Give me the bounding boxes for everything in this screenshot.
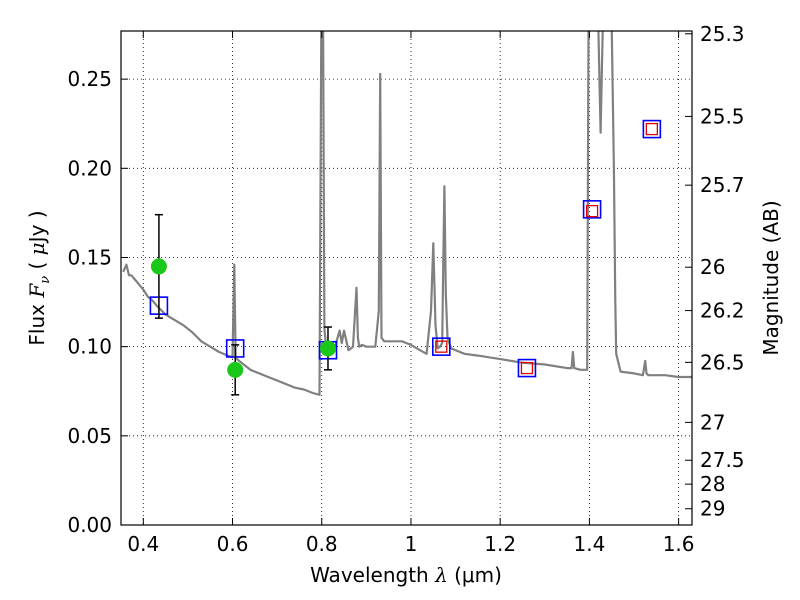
ir-measurement-point bbox=[435, 340, 448, 353]
x-tick-label: 0.8 bbox=[306, 532, 338, 556]
right-tick-label: 26.5 bbox=[700, 350, 745, 374]
y-tick-label: 0.10 bbox=[67, 335, 112, 359]
x-axis-label: Wavelength λ (μm) bbox=[310, 563, 502, 587]
y-tick-label: 0.25 bbox=[67, 67, 112, 91]
series-layer bbox=[122, 31, 692, 396]
right-tick-label: 25.7 bbox=[700, 173, 745, 197]
ir-measurement-point bbox=[520, 361, 534, 375]
right-tick-label: 27 bbox=[700, 410, 725, 434]
y-tick-label: 0.00 bbox=[67, 513, 112, 537]
model-photometry-point bbox=[517, 358, 537, 378]
observed-photometry-point bbox=[150, 258, 167, 275]
right-axis-label: Magnitude (AB) bbox=[759, 200, 783, 355]
observed-photometry-point bbox=[227, 361, 244, 378]
x-tick-label: 1.4 bbox=[573, 532, 605, 556]
model-photometry-point bbox=[642, 119, 662, 139]
x-tick-label: 1 bbox=[405, 532, 418, 556]
y-axis-label: Flux Fν ( μJy ) bbox=[25, 210, 53, 345]
x-tick-label: 1.6 bbox=[663, 532, 695, 556]
right-tick-label: 27.5 bbox=[700, 448, 745, 472]
right-tick-label: 29 bbox=[700, 497, 725, 521]
observed-photometry-point bbox=[319, 340, 336, 357]
ticks: 0.4 0.6 0.8 1 1.2 1.4 1.6 0.00 0.05 0.10 0.15 0.20 0… bbox=[67, 22, 744, 556]
x-tick-label: 0.6 bbox=[217, 532, 249, 556]
y-tick-label: 0.05 bbox=[67, 424, 112, 448]
x-tick-label: 1.2 bbox=[484, 532, 516, 556]
plot-frame bbox=[120, 30, 693, 526]
right-tick-label: 25.5 bbox=[700, 104, 745, 128]
y-tick-label: 0.20 bbox=[67, 156, 112, 180]
ir-measurement-point bbox=[645, 122, 659, 136]
right-tick-label: 26 bbox=[700, 255, 725, 279]
ir-measurement-point bbox=[585, 204, 599, 218]
sed-model-line bbox=[122, 31, 692, 396]
model-photometry-point bbox=[431, 337, 451, 356]
right-tick-label: 28 bbox=[700, 472, 725, 496]
right-tick-label: 26.2 bbox=[700, 299, 745, 323]
x-tick-label: 0.4 bbox=[127, 532, 159, 556]
right-tick-label: 25.3 bbox=[700, 22, 745, 46]
grid bbox=[121, 31, 692, 525]
y-tick-label: 0.15 bbox=[67, 245, 112, 269]
model-photometry-point bbox=[582, 200, 602, 219]
